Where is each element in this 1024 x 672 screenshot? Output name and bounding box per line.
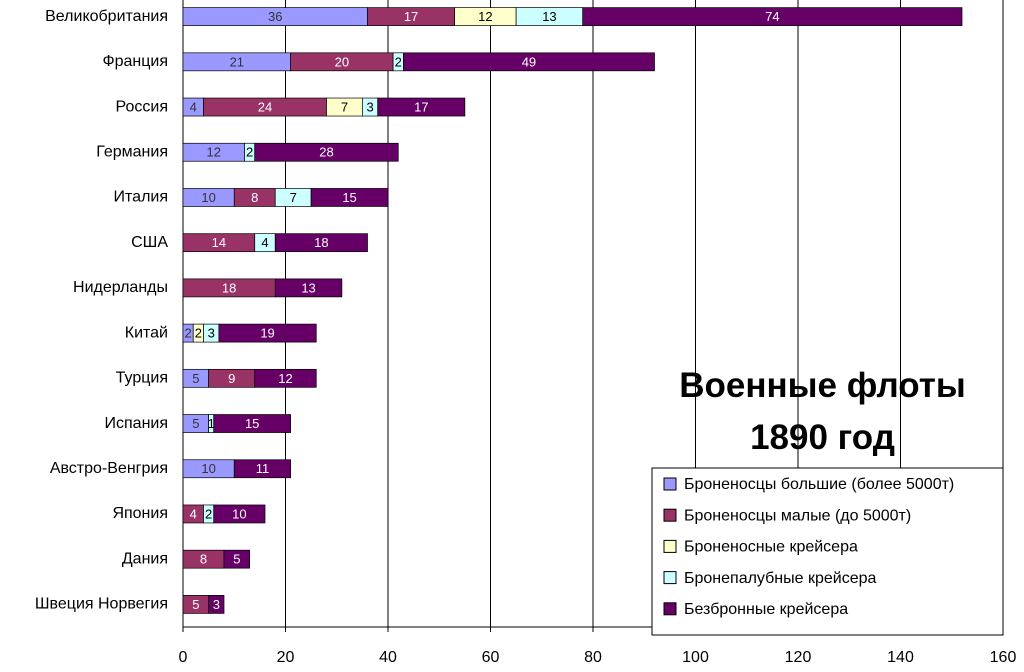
y-tick-label: Китай — [125, 324, 168, 341]
y-tick-label: Дания — [122, 550, 168, 567]
data-label: 10 — [232, 506, 246, 521]
bar-segment — [254, 368, 317, 388]
y-tick-label: Австро-Венгрия — [50, 460, 168, 477]
data-label: 5 — [192, 416, 199, 431]
x-tick-label: 0 — [179, 649, 188, 666]
data-label: 13 — [542, 9, 556, 24]
data-label: 12 — [207, 145, 221, 160]
data-label: 2 — [395, 54, 402, 69]
legend-swatch — [663, 508, 677, 522]
legend-swatch — [663, 571, 677, 585]
legend-label: Броненосцы малые (до 5000т) — [684, 507, 911, 524]
y-tick-label: Германия — [96, 143, 168, 160]
data-label: 2 — [195, 326, 202, 341]
data-label: 14 — [212, 235, 226, 250]
data-label: 19 — [260, 326, 274, 341]
y-tick-label: Испания — [105, 415, 169, 432]
legend-items: Броненосцы большие (более 5000т) Броненос… — [663, 476, 954, 618]
data-label: 9 — [228, 371, 235, 386]
bar-segment — [213, 414, 291, 433]
bar-segment — [403, 52, 655, 72]
y-tick-label: Швеция Норвегия — [35, 596, 168, 613]
legend-swatch — [663, 539, 677, 553]
data-label: 4 — [261, 235, 268, 250]
y-tick-label: США — [131, 234, 168, 251]
x-tick-label: 40 — [379, 649, 397, 666]
data-label: 36 — [268, 9, 282, 24]
data-label: 7 — [290, 190, 297, 205]
x-tick-label: 20 — [277, 649, 295, 666]
data-label: 4 — [190, 99, 197, 114]
bar-segment — [377, 97, 466, 117]
data-label: 20 — [335, 54, 349, 69]
bar-segment — [233, 459, 291, 479]
y-tick-label: Италия — [114, 189, 168, 206]
data-label: 21 — [230, 54, 244, 69]
bar-segment — [274, 233, 368, 253]
legend — [651, 467, 1004, 636]
bar-segment — [274, 278, 343, 298]
data-label: 74 — [765, 9, 779, 24]
x-tick-label: 120 — [785, 649, 812, 666]
data-label: 17 — [414, 99, 428, 114]
y-tick-label: Франция — [102, 53, 168, 70]
data-label: 13 — [301, 280, 315, 295]
bar-segment — [208, 595, 225, 614]
data-label: 3 — [366, 99, 373, 114]
data-label: 2 — [185, 326, 192, 341]
x-tick-label: 100 — [682, 649, 709, 666]
x-tick-label: 60 — [482, 649, 500, 666]
data-label: 18 — [314, 235, 328, 250]
legend-label: Броненосные крейсера — [684, 539, 858, 556]
data-label: 15 — [245, 416, 259, 431]
data-label: 5 — [192, 597, 199, 612]
data-label: 4 — [190, 506, 197, 521]
bar-segment — [213, 504, 266, 524]
data-label: 5 — [192, 371, 199, 386]
legend-swatch — [663, 477, 677, 491]
data-label: 1 — [208, 416, 215, 431]
y-tick-label: Нидерланды — [73, 279, 168, 296]
data-label: 12 — [278, 371, 292, 386]
legend-label: Бронепалубные крейсера — [684, 570, 876, 587]
data-label: 12 — [478, 9, 492, 24]
bar-segment — [254, 142, 399, 162]
data-label: 2 — [246, 145, 253, 160]
data-label: 10 — [201, 461, 215, 476]
data-label: 11 — [256, 461, 270, 476]
bar-segment — [218, 323, 317, 343]
bar-segment — [582, 7, 963, 26]
data-label: 8 — [251, 190, 258, 205]
legend-swatch — [663, 602, 677, 616]
x-tick-label: 160 — [990, 649, 1017, 666]
data-label: 3 — [213, 597, 220, 612]
y-tick-label: Россия — [116, 98, 168, 115]
x-tick-label: 140 — [887, 649, 914, 666]
data-label: 24 — [258, 99, 272, 114]
chart-title: Военные флоты 1890 год — [679, 366, 966, 457]
data-label: 18 — [222, 280, 236, 295]
data-label: 17 — [404, 9, 418, 24]
bar-segment — [310, 188, 389, 207]
legend-label: Броненосцы большие (более 5000т) — [684, 476, 954, 493]
data-label: 3 — [208, 326, 215, 341]
data-label: 2 — [205, 506, 212, 521]
data-label: 28 — [319, 145, 333, 160]
y-tick-label: Великобритания — [45, 8, 168, 25]
x-tick-label: 80 — [584, 649, 602, 666]
legend-label: Безбронные крейсера — [684, 601, 848, 618]
data-label: 8 — [200, 552, 207, 567]
data-label: 15 — [342, 190, 356, 205]
data-label: 7 — [341, 99, 348, 114]
data-label: 10 — [201, 190, 215, 205]
y-tick-label: Турция — [116, 370, 168, 387]
y-tick-label: Япония — [112, 505, 168, 522]
data-label: 5 — [233, 552, 240, 567]
bar-segment — [223, 549, 250, 569]
data-label: 49 — [522, 54, 536, 69]
